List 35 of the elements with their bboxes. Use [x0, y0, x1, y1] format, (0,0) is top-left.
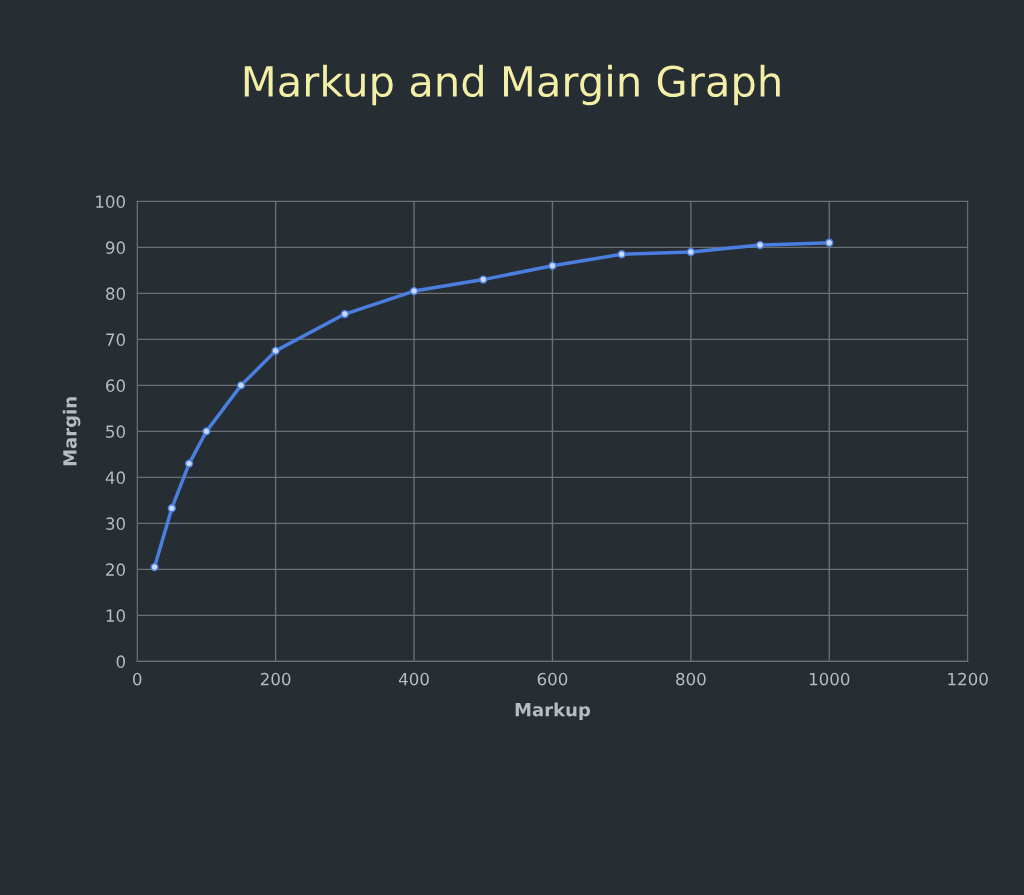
y-tick-label: 80 — [106, 287, 125, 300]
x-axis-title: Markup — [515, 702, 591, 721]
y-tick-label: 90 — [105, 241, 125, 254]
point — [202, 427, 211, 436]
point — [184, 459, 194, 468]
point — [167, 504, 176, 513]
y-tick-label: 70 — [106, 333, 125, 346]
point — [340, 309, 349, 319]
x-tick-label: 200 — [260, 672, 291, 686]
y-tick-label: 60 — [106, 379, 125, 392]
point — [150, 562, 159, 572]
y-tick-label: 40 — [105, 471, 125, 484]
point — [686, 247, 696, 257]
x-tick-label: 1200 — [948, 672, 988, 686]
point — [755, 240, 765, 250]
point — [236, 381, 246, 390]
y-tick-label: 30 — [106, 517, 125, 530]
point — [409, 286, 419, 296]
point — [825, 238, 834, 247]
point — [479, 275, 488, 284]
y-tick-label: 20 — [106, 563, 125, 576]
y-tick-label: 50 — [106, 425, 125, 438]
x-tick-label: 400 — [398, 672, 429, 686]
point — [271, 346, 280, 356]
y-axis-title: Margin — [62, 397, 81, 466]
y-tick-label: 10 — [106, 609, 125, 622]
x-tick-label: 800 — [676, 672, 706, 686]
x-tick-label: 0 — [133, 672, 142, 686]
x-tick-label: 1000 — [809, 672, 850, 686]
y-tick-label: 0 — [116, 655, 125, 668]
y-tick-label: 100 — [96, 195, 125, 208]
x-tick-label: 600 — [537, 672, 568, 686]
chart-title: Markup and Margin Graph — [244, 64, 780, 106]
point — [548, 261, 557, 270]
point — [617, 250, 626, 259]
